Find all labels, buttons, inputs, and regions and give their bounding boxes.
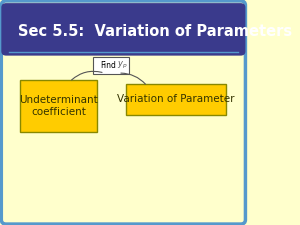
FancyBboxPatch shape — [1, 1, 245, 224]
Text: Undeterminant
coefficient: Undeterminant coefficient — [20, 95, 98, 117]
FancyBboxPatch shape — [126, 84, 226, 115]
FancyBboxPatch shape — [1, 3, 245, 56]
Text: $y_p$: $y_p$ — [117, 60, 128, 71]
FancyBboxPatch shape — [94, 57, 129, 74]
Text: Find: Find — [100, 61, 116, 70]
FancyBboxPatch shape — [20, 80, 97, 132]
Text: Sec 5.5:  Variation of Parameters: Sec 5.5: Variation of Parameters — [18, 24, 292, 39]
Text: Variation of Parameter: Variation of Parameter — [117, 94, 235, 104]
